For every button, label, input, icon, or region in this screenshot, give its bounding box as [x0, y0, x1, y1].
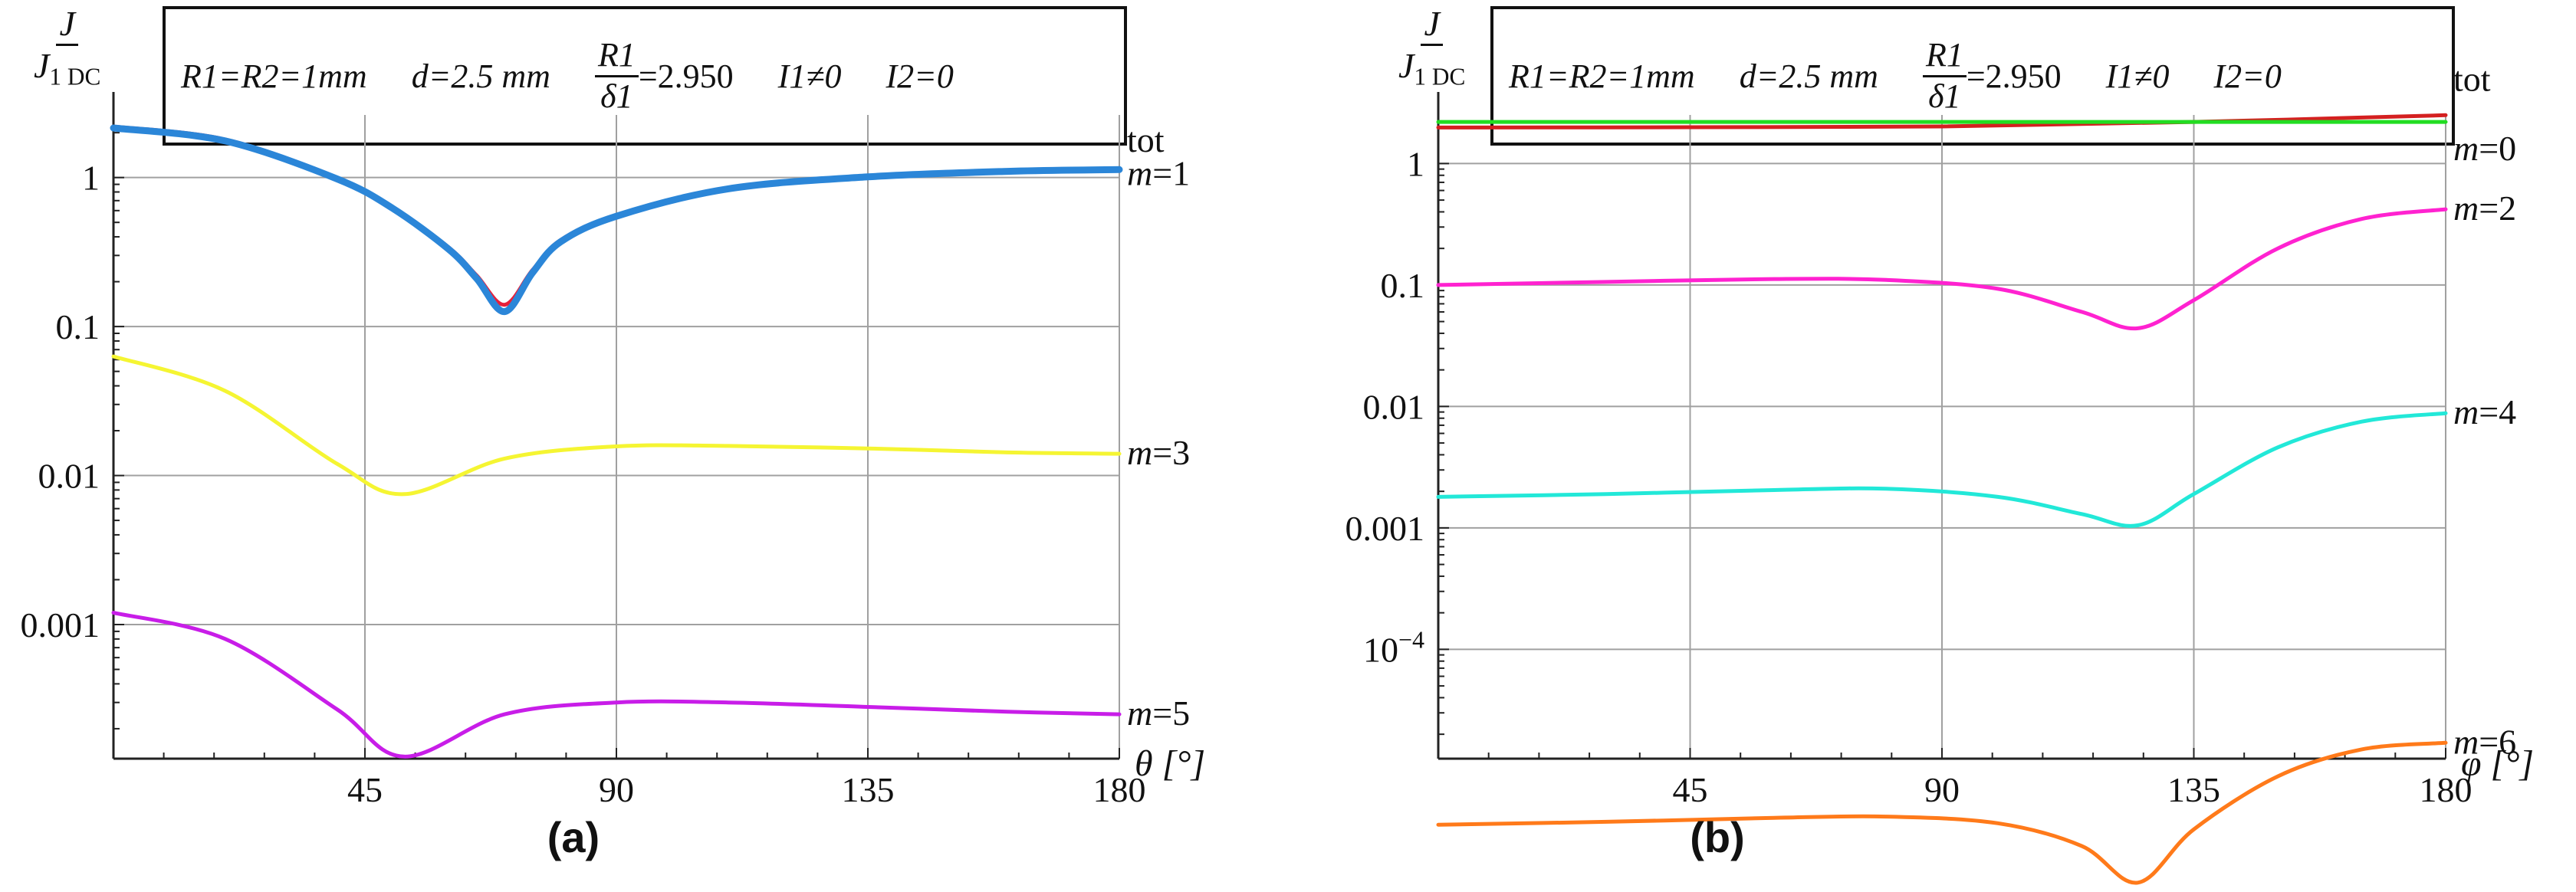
y-tick-label-b-3: 0.01 [1363, 387, 1425, 426]
skin-depth-ratio-b: R1 δ1 =2.950 [1922, 38, 2062, 115]
series-label-b-m0: m=0 [2453, 129, 2516, 168]
series-line-a-m5 [111, 611, 1122, 759]
series-line-b-m2 [1436, 207, 2448, 331]
series-label-b-m4: m=4 [2453, 392, 2516, 431]
x-tick-label-a-4: 180 [1093, 770, 1146, 809]
current1-label-a: I1≠0 [777, 57, 842, 95]
y-tick-label-a-1: 1 [82, 159, 100, 198]
chart-panel-a: J J1 DC R1=R2=1mm d=2.5 mm R1 δ1 =2.950 I1… [21, 3, 1206, 861]
current1-label-b: I1≠0 [2105, 57, 2170, 95]
y-axis-label-a: J J1 DC [34, 3, 100, 90]
y-tick-label-a-2: 0.1 [56, 307, 100, 346]
series-label-a-tot: tot [1127, 120, 1165, 159]
current2-label-a: I2=0 [886, 57, 954, 95]
x-tick-label-a-3: 135 [842, 770, 895, 809]
x-tick-label-b-3: 135 [2167, 770, 2220, 809]
series-label-b-m6: m=6 [2453, 722, 2516, 761]
series-label-b-tot: tot [2453, 59, 2491, 98]
chart-panel-b: J J1 DC R1=R2=1mm d=2.5 mm R1 δ1 =2.950 I1… [1288, 0, 2576, 892]
series-label-a-m1: m=1 [1127, 153, 1190, 192]
series-line-a-m1 [110, 124, 1123, 316]
series-label-b-m2: m=2 [2453, 189, 2516, 228]
panel-label-a: (a) [547, 813, 600, 861]
x-tick-label-a-2: 90 [599, 770, 634, 809]
x-tick-label-b-2: 90 [1924, 770, 1960, 809]
x-tick-label-b-1: 45 [1673, 770, 1708, 809]
ratio-value-a: =2.950 [638, 57, 734, 95]
y-tick-label-b-5: 10−4 [1363, 625, 1424, 669]
y-tick-label-b-2: 0.1 [1381, 266, 1425, 305]
x-axis-label-a: θ [°] [1135, 743, 1205, 784]
x-axis-label-b: φ [°] [2461, 743, 2534, 784]
ratio-value-b: =2.950 [1966, 57, 2062, 95]
y-tick-label-b-1: 1 [1407, 144, 1424, 183]
y-axis-label-b: J J1 DC [1398, 3, 1465, 90]
y-label-denominator-sub-a: 1 DC [49, 63, 101, 90]
ratio-numerator-a: R1 [594, 38, 639, 77]
radius-label-b: R1=R2=1mm [1509, 57, 1695, 95]
y-tick-label-b-4: 0.001 [1346, 509, 1425, 548]
x-tick-label-a-1: 45 [347, 770, 383, 809]
plot-area-b: 45 90 135 180 1 0.1 0.01 0.001 10−4 φ [°] tot m=0 m=… [1346, 59, 2534, 885]
y-label-numerator-b: J [1424, 4, 1440, 43]
parameter-box-a: R1=R2=1mm d=2.5 mm R1 δ1 =2.950 I1≠0 I2=0 [163, 6, 1127, 146]
series-label-a-m5: m=5 [1127, 694, 1190, 733]
radius-label-a: R1=R2=1mm [181, 57, 367, 95]
series-line-b-tot [1436, 113, 2448, 130]
ratio-denominator-b: δ1 [1928, 77, 1961, 115]
y-label-denominator-sub-b: 1 DC [1414, 63, 1466, 90]
series-line-b-m4 [1436, 411, 2448, 528]
y-tick-label-a-4: 0.001 [21, 605, 100, 644]
series-label-a-m3: m=3 [1127, 433, 1190, 472]
panel-label-b: (b) [1690, 813, 1745, 861]
y-label-numerator-a: J [59, 4, 75, 43]
series-line-a-m3 [111, 354, 1122, 497]
y-label-denominator-b: J [1398, 46, 1414, 86]
distance-label-b: d=2.5 mm [1739, 57, 1878, 95]
skin-depth-ratio-a: R1 δ1 =2.950 [594, 38, 734, 115]
series-line-b-m6 [1436, 740, 2448, 885]
current2-label-b: I2=0 [2213, 57, 2282, 95]
distance-label-a: d=2.5 mm [411, 57, 550, 95]
y-label-denominator-a: J [34, 46, 50, 86]
x-tick-label-b-4: 180 [2420, 770, 2472, 809]
ratio-numerator-b: R1 [1922, 38, 1967, 77]
y-tick-label-a-3: 0.01 [38, 457, 100, 496]
ratio-denominator-a: δ1 [600, 77, 633, 115]
